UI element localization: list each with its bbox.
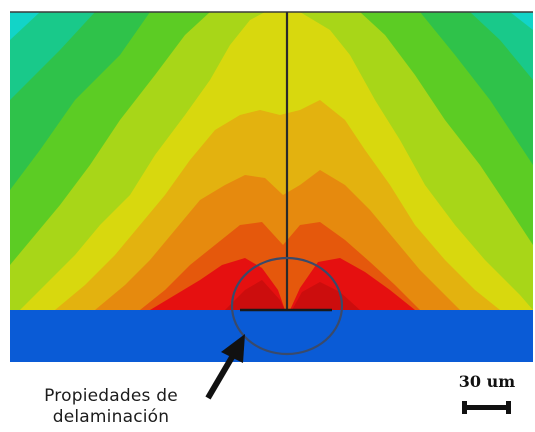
highlight-circle [230, 256, 344, 356]
scale-bar-label: 30 um [458, 372, 516, 391]
substrate-layer [10, 310, 533, 362]
contour-level-10 [225, 280, 285, 310]
annotation-arrow [205, 334, 245, 400]
stress-contour-field [10, 12, 533, 310]
annotation-line-2: delaminación [52, 407, 170, 427]
annotation-label: Propiedades de delaminación [16, 386, 206, 428]
scale-bar [462, 401, 511, 414]
annotation-line-1: Propiedades de [44, 386, 178, 406]
